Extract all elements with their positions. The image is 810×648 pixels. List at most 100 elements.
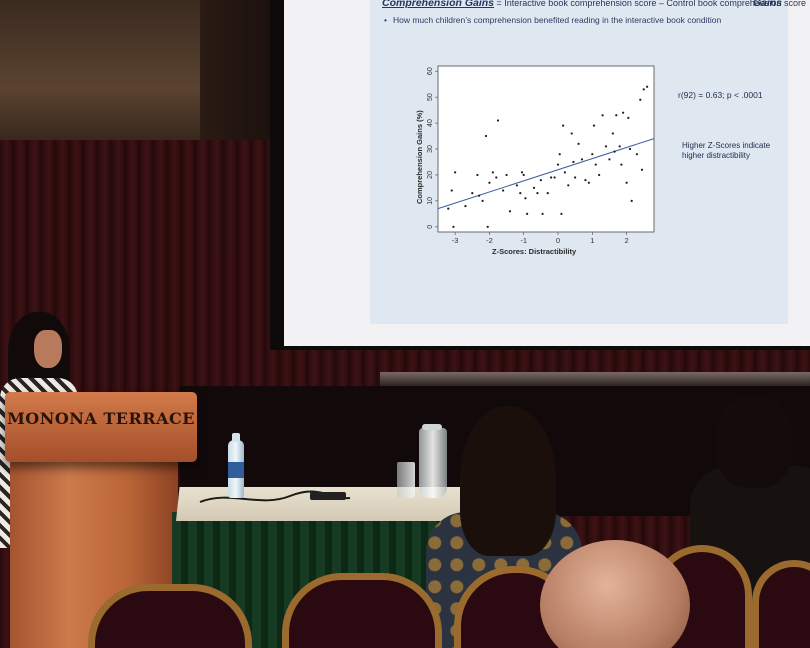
data-point	[450, 189, 453, 192]
data-point	[591, 153, 594, 156]
plot-frame	[437, 65, 655, 233]
data-point	[447, 207, 450, 210]
presenter-face	[34, 330, 62, 368]
correlation-stat: r(92) = 0.63; p < .0001	[678, 90, 763, 100]
audience-man-head	[716, 396, 792, 488]
data-point	[508, 210, 512, 213]
data-point	[526, 212, 529, 215]
data-point	[630, 199, 633, 202]
x-tick-label: 1	[590, 236, 594, 245]
data-point	[580, 158, 584, 161]
y-axis: 0 10 20 30 40 50 60	[427, 67, 438, 229]
data-point	[539, 179, 542, 182]
data-point	[471, 191, 474, 195]
data-point	[556, 163, 560, 166]
data-point	[519, 191, 522, 195]
data-point	[541, 212, 544, 215]
data-point	[464, 204, 467, 208]
data-point	[476, 173, 479, 177]
slide-title-term: Comprehension Gains	[382, 0, 495, 9]
data-point	[515, 184, 518, 187]
z-score-note-line2: higher distractibility	[682, 151, 751, 160]
data-point	[532, 186, 536, 190]
data-point	[646, 85, 649, 88]
data-point	[567, 184, 570, 187]
water-bottle	[228, 433, 244, 498]
x-axis-label: Z-Scores: Distractibility	[492, 247, 577, 256]
trend-line	[437, 138, 655, 210]
data-point	[488, 181, 491, 184]
data-point	[577, 142, 580, 145]
data-point	[635, 153, 638, 156]
data-point	[592, 124, 596, 127]
bottle-label	[228, 462, 244, 478]
z-score-note: Higher Z-Scores indicate higher distract…	[682, 141, 782, 161]
data-point	[594, 163, 597, 166]
data-point	[454, 171, 457, 174]
x-tick-label: 0	[556, 236, 560, 245]
data-point	[562, 124, 565, 127]
y-tick-label: 30	[427, 145, 434, 153]
data-point	[491, 171, 494, 174]
data-point	[611, 132, 614, 135]
data-point	[598, 173, 601, 177]
slide-corner-title: Gains	[752, 0, 782, 9]
data-point	[484, 134, 488, 138]
x-tick-label: -2	[486, 236, 493, 245]
chair-back	[752, 560, 810, 648]
stage-edge	[380, 372, 810, 386]
z-score-note-line1: Higher Z-Scores indicate	[682, 141, 771, 150]
x-tick-label: -3	[452, 236, 459, 245]
data-point	[522, 173, 525, 177]
data-point	[620, 163, 623, 166]
slide-bullet-text: How much children’s comprehension benefi…	[392, 15, 722, 25]
slide-title: Comprehension Gains = Interactive book c…	[382, 0, 806, 9]
data-point	[481, 199, 484, 202]
y-tick-label: 40	[427, 119, 434, 127]
y-axis-label: Comprehension Gains (%)	[415, 110, 424, 204]
x-tick-label: -1	[520, 236, 527, 245]
data-point	[560, 212, 563, 215]
data-point	[608, 158, 611, 161]
data-point	[574, 176, 577, 179]
data-point	[613, 150, 616, 153]
data-point	[625, 181, 628, 184]
y-tick-label: 0	[427, 225, 434, 229]
data-point	[563, 171, 566, 174]
data-point	[628, 147, 632, 151]
data-point	[587, 181, 590, 184]
y-tick-label: 50	[427, 93, 434, 101]
data-point	[496, 119, 500, 122]
data-point	[622, 111, 625, 114]
data-point	[520, 171, 524, 174]
data-points	[447, 85, 649, 228]
chair-back	[282, 573, 442, 648]
data-point	[536, 191, 539, 195]
data-point	[627, 116, 630, 119]
bullet-icon: •	[384, 15, 387, 25]
data-point	[478, 194, 481, 197]
y-tick-label: 20	[427, 171, 434, 179]
data-point	[570, 132, 573, 135]
data-point	[639, 98, 642, 101]
data-point	[615, 114, 618, 117]
data-point	[546, 191, 549, 195]
x-tick-label: 2	[624, 236, 628, 245]
data-point	[642, 88, 645, 91]
drinking-glass	[397, 462, 415, 498]
data-point	[558, 153, 561, 156]
data-point	[553, 176, 556, 179]
data-point	[572, 160, 575, 164]
podium-sign: MONONA TERRACE	[7, 409, 195, 428]
scatter-plot: 0 10 20 30 40 50 60 -3 -2 -1 0 1 2 Z-Scores: Distra…	[415, 65, 655, 256]
chair-back	[88, 584, 252, 648]
data-point	[604, 145, 608, 148]
water-pitcher	[419, 424, 447, 498]
presentation-slide: Comprehension Gains = Interactive book c…	[370, 0, 806, 324]
podium: MONONA TERRACE	[5, 392, 197, 462]
audience-bald-head	[540, 540, 690, 648]
slide-bullet: • How much children’s comprehension benef…	[384, 15, 721, 25]
data-point	[584, 179, 587, 182]
data-point	[550, 176, 553, 179]
